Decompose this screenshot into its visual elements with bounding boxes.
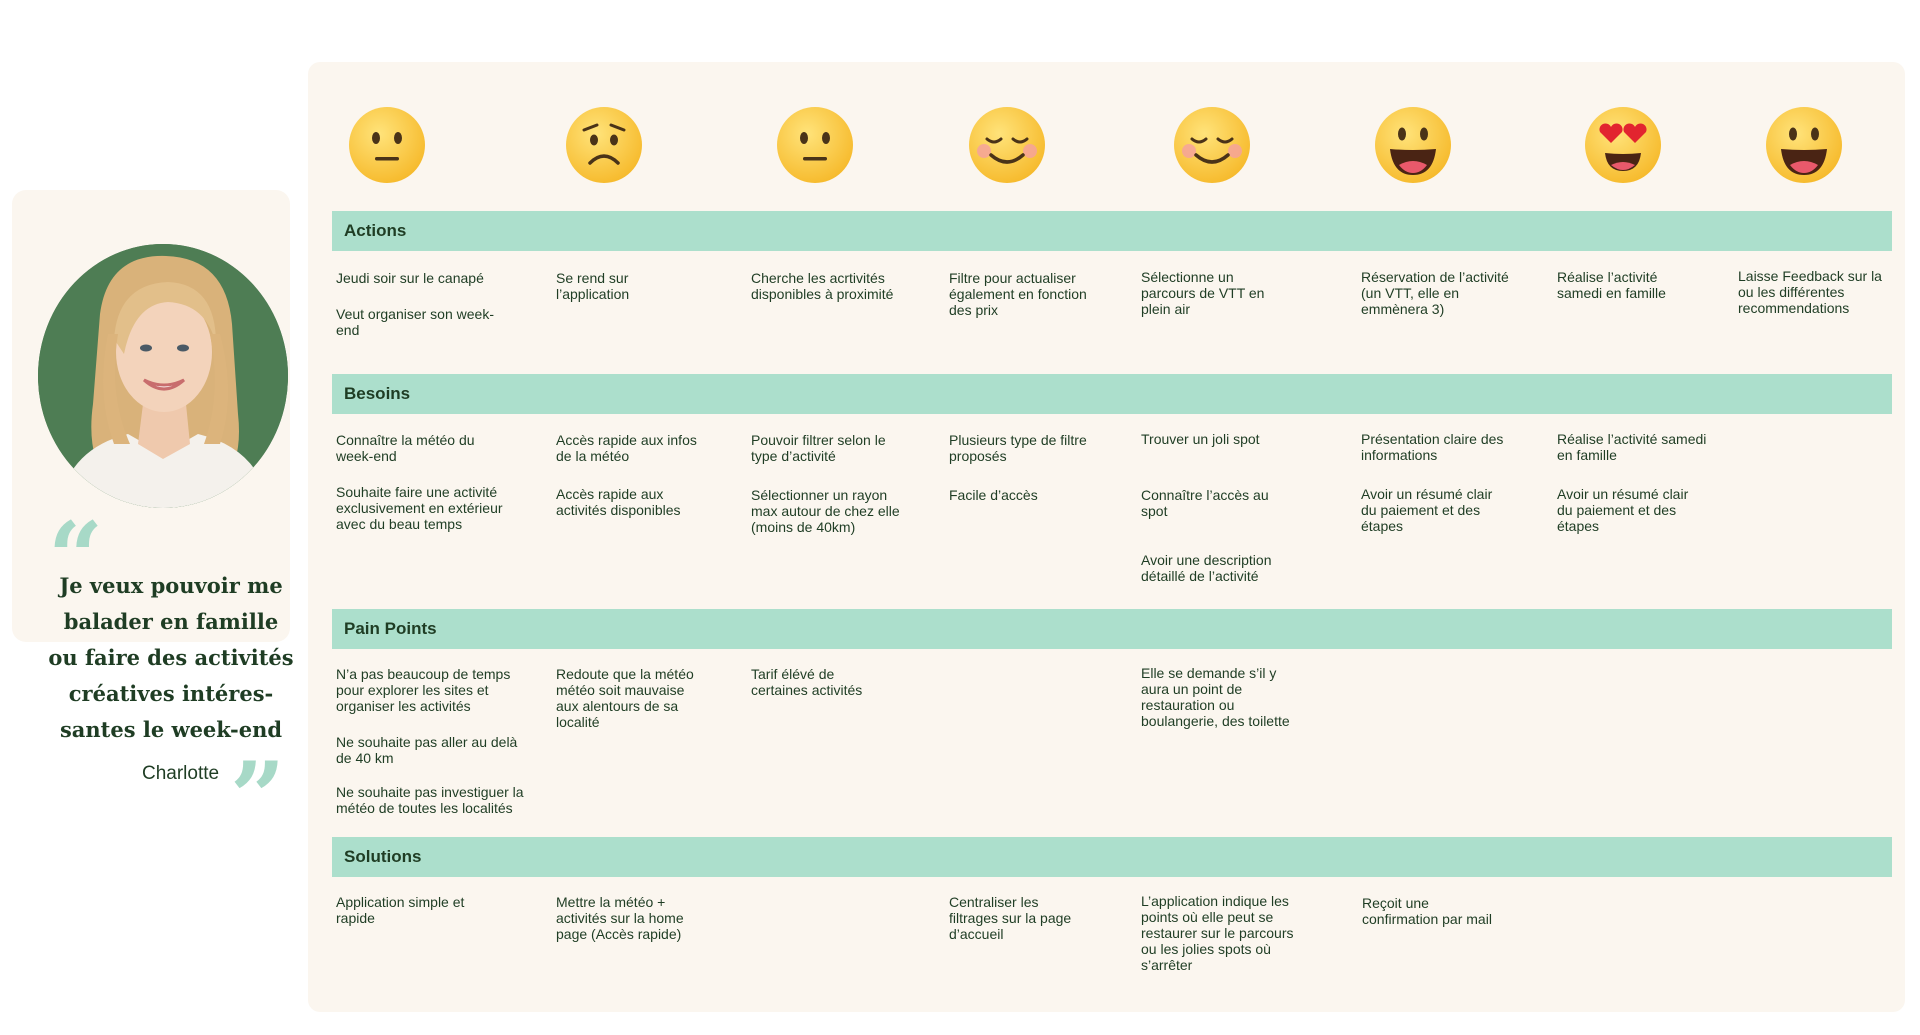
- besoins-cell-3: Pouvoir filtrer selon le type d’activité…: [751, 432, 900, 535]
- actions-cell-5: Sélectionne un parcours de VTT en plein …: [1141, 269, 1265, 317]
- pain-points-cell-2: Redoute que la météo météo soit mauvaise…: [556, 666, 694, 730]
- actions-cell-2: Se rend sur l’application: [556, 270, 630, 302]
- section-label: Pain Points: [344, 619, 437, 638]
- section-label: Besoins: [344, 384, 411, 403]
- section-pain-points: Pain Points: [332, 609, 1892, 649]
- section-solutions: Solutions: [332, 837, 1892, 877]
- actions-cell-4: Filtre pour actualiser également en fonc…: [949, 270, 1087, 318]
- section-label: Actions: [344, 221, 407, 240]
- relieved-smile-icon: [1172, 105, 1252, 185]
- besoins-cell-4: Plusieurs type de filtre proposés Facile…: [949, 432, 1087, 503]
- grinning-face-icon: [1764, 105, 1844, 185]
- persona-name: Charlotte: [142, 763, 220, 784]
- quote-open-icon: “: [48, 501, 104, 614]
- pain-points-cell-3: Tarif élévé de certaines activités: [751, 666, 863, 698]
- section-actions: Actions: [332, 211, 1892, 251]
- pain-points-cell-1: N’a pas beaucoup de temps pour explorer …: [336, 666, 524, 816]
- solutions-cell-6: Reçoit une confirmation par mail: [1362, 895, 1492, 927]
- besoins-cell-1: Connaître la météo du week-end Souhaite …: [336, 432, 503, 532]
- heart-eyes-face-icon: [1583, 105, 1663, 185]
- section-label: Solutions: [344, 847, 422, 866]
- solutions-cell-2: Mettre la météo + activités sur la home …: [556, 894, 684, 942]
- actions-cell-1: Jeudi soir sur le canapé Veut organiser …: [336, 270, 494, 338]
- besoins-cell-7: Réalise l’activité samedi en famille Avo…: [1557, 431, 1707, 534]
- solutions-cell-1: Application simple et rapide: [336, 894, 465, 926]
- persona-card: “ Je veux pouvoir me balader en famille …: [12, 190, 294, 846]
- grinning-face-icon: [1373, 105, 1453, 185]
- pain-points-cell-5: Elle se demande s’il y aura un point de …: [1141, 665, 1290, 729]
- actions-cell-7: Réalise l’activité samedi en famille: [1557, 269, 1666, 301]
- relieved-smile-icon: [967, 105, 1047, 185]
- solutions-cell-5: L’application indique les points où elle…: [1141, 893, 1294, 973]
- besoins-cell-5: Trouver un joli spot Connaître l’accès a…: [1141, 431, 1272, 584]
- worried-face-icon: [564, 105, 644, 185]
- neutral-face-icon: [347, 105, 427, 185]
- persona-quote: Je veux pouvoir me balader en famille ou…: [48, 573, 294, 742]
- quote-close-icon: ”: [230, 741, 286, 854]
- actions-cell-8: Laisse Feedback sur la ou les différente…: [1738, 268, 1882, 316]
- avatar: [38, 244, 288, 508]
- solutions-cell-4: Centraliser les filtrages sur la page d’…: [949, 894, 1072, 942]
- neutral-face-icon: [775, 105, 855, 185]
- section-besoins: Besoins: [332, 374, 1892, 414]
- actions-cell-6: Réservation de l’activité (un VTT, elle …: [1361, 269, 1509, 317]
- besoins-cell-6: Présentation claire des informations Avo…: [1361, 431, 1504, 534]
- besoins-cell-2: Accès rapide aux infos de la météo Accès…: [556, 432, 697, 518]
- actions-cell-3: Cherche les acrtivités disponibles à pro…: [751, 270, 894, 302]
